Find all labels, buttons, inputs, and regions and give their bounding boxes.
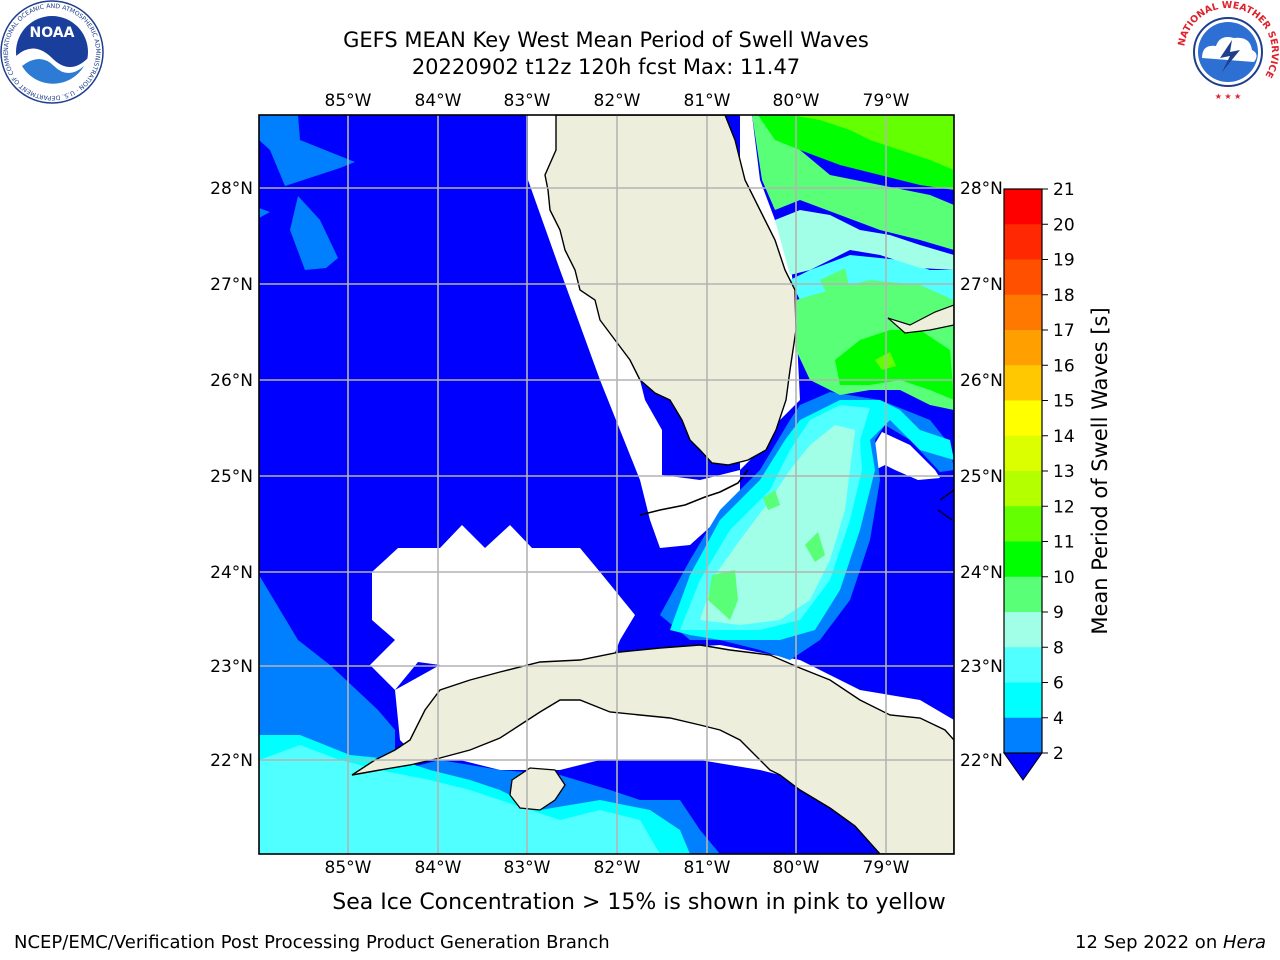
colorbar-swatch [1004,365,1042,401]
sea-ice-footnote: Sea Ice Concentration > 15% is shown in … [332,890,946,915]
lat-label-right: 23°N [960,657,1003,677]
florida-keys [639,469,749,516]
lat-label-left: 22°N [210,751,253,771]
colorbar-tick-label: 18 [1053,286,1075,306]
colorbar: 21 20 19 18 17 16 15 14 13 12 11 10 9 8 6 4 2 Mean Perio… [1003,180,1112,781]
lat-label-right: 26°N [960,371,1003,391]
colorbar-tick-label: 17 [1053,321,1075,341]
lat-label-left: 28°N [210,179,253,199]
period-8-9-areas [700,210,954,625]
colorbar-swatches [1004,189,1042,754]
date-text: 12 Sep 2022 on Hera [1075,932,1266,953]
colorbar-swatch [1004,506,1042,542]
colorbar-swatch [1004,471,1042,507]
noaa-logo: NATIONAL OCEANIC AND ATMOSPHERIC ADMINIS… [0,0,104,104]
colorbar-tick-label: 4 [1053,709,1064,729]
lon-label-bottom: 85°W [325,858,372,878]
lat-label-right: 28°N [960,179,1003,199]
andros-island [937,489,954,521]
lon-label-top: 84°W [415,91,462,111]
colorbar-tick-label: 2 [1053,744,1064,764]
lon-label-bottom: 81°W [684,858,731,878]
colorbar-swatch [1004,294,1042,331]
colorbar-swatch [1004,189,1042,225]
colorbar-tick-label: 11 [1053,533,1075,553]
lon-label-bottom: 83°W [504,858,551,878]
lon-label-top: 81°W [684,91,731,111]
colorbar-swatch [1004,224,1042,260]
lat-label-right: 22°N [960,751,1003,771]
credit-text: NCEP/EMC/Verification Post Processing Pr… [14,932,610,953]
colorbar-tick-label: 8 [1053,638,1064,658]
lat-label-right: 25°N [960,467,1003,487]
colorbar-swatch [1004,259,1042,296]
lon-label-top: 83°W [504,91,551,111]
lon-label-bottom: 79°W [863,858,910,878]
colorbar-tick-label: 9 [1053,603,1064,623]
noaa-logo-text: NOAA [30,25,75,41]
lat-label-left: 23°N [210,657,253,677]
colorbar-tick-label: 20 [1053,215,1075,235]
colorbar-swatch [1004,576,1042,613]
colorbar-swatch [1004,400,1042,437]
machine-name: Hera [1222,932,1266,953]
florida-land [544,115,797,466]
date-prefix: 12 Sep 2022 on [1075,932,1223,953]
chart-title: GEFS MEAN Key West Mean Period of Swell … [343,28,869,52]
lat-label-left: 26°N [210,371,253,391]
lat-lon-grid [259,115,954,854]
lon-label-bottom: 84°W [415,858,462,878]
colorbar-extend-arrow [1003,752,1043,781]
lon-label-top: 85°W [325,91,372,111]
lon-label-top: 80°W [773,91,820,111]
colorbar-swatch [1004,682,1042,719]
lon-label-top: 82°W [594,91,641,111]
chart-subtitle: 20220902 t12z 120h fcst Max: 11.47 [411,55,801,79]
colorbar-tick-label: 19 [1053,251,1075,271]
colorbar-label: Mean Period of Swell Waves [s] [1088,307,1112,634]
colorbar-swatch [1004,435,1042,472]
colorbar-swatch [1004,647,1042,683]
colorbar-swatch [1004,612,1042,648]
colorbar-swatch [1004,541,1042,578]
colorbar-tick-label: 16 [1053,356,1075,376]
colorbar-tick-label: 15 [1053,392,1075,412]
colorbar-ticks: 21 20 19 18 17 16 15 14 13 12 11 10 9 8 6 4 2 [1042,180,1075,764]
lat-label-left: 24°N [210,563,253,583]
lon-label-top: 79°W [863,91,910,111]
colorbar-tick-label: 10 [1053,568,1075,588]
svg-text:★ ★ ★: ★ ★ ★ [1215,92,1242,101]
lat-label-left: 25°N [210,467,253,487]
map-frame [258,114,955,855]
colorbar-tick-label: 6 [1053,674,1064,694]
lon-label-bottom: 80°W [773,858,820,878]
colorbar-swatch [1004,717,1042,754]
lat-label-left: 27°N [210,275,253,295]
colorbar-tick-label: 21 [1053,180,1075,200]
nws-logo: NATIONAL WEATHER SERVICE ★ ★ ★ [1176,0,1280,103]
colorbar-swatch [1004,330,1042,366]
lon-label-bottom: 82°W [594,858,641,878]
bahamas [887,304,954,334]
cuba-land [351,644,954,854]
colorbar-tick-label: 14 [1053,427,1075,447]
lat-label-right: 24°N [960,563,1003,583]
colorbar-tick-label: 13 [1053,462,1075,482]
lat-label-right: 27°N [960,275,1003,295]
colorbar-tick-label: 12 [1053,497,1075,517]
isle-of-youth-land [509,767,566,811]
